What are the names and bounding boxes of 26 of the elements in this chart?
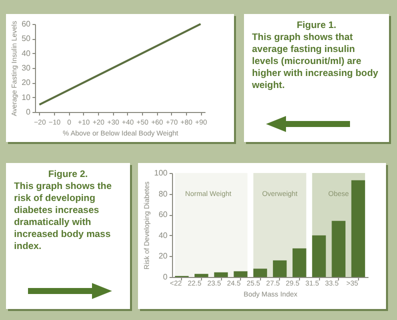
bar (351, 180, 366, 277)
bar (253, 268, 268, 277)
bar (194, 274, 208, 277)
y-tick-label: 0 (26, 108, 32, 116)
y-tick-label: 80 (158, 189, 168, 198)
caption: Figure 1. (296, 20, 338, 32)
bar (312, 235, 326, 277)
y-tick-label: 40 (158, 230, 168, 240)
text: This graph shows the risk of developing diabetes increases dramatically with increased body mass index. (14, 181, 113, 253)
text: This graph shows that average fasting insulin levels (microunit/ml) are higher with increasing body weight. (252, 32, 380, 92)
y-tick-label: 0 (163, 272, 168, 282)
y-tick-label: 30 (22, 64, 32, 72)
y-tick-label: 60 (22, 20, 32, 28)
bar (214, 272, 228, 277)
y-tick-label: 60 (158, 210, 168, 220)
bar (332, 220, 346, 277)
y-tick-label: 20 (22, 78, 32, 88)
y-tick-label: 40 (22, 48, 32, 58)
bar (292, 248, 306, 277)
y-tick-label: 50 (22, 34, 32, 44)
bar (234, 271, 248, 277)
y-tick-label: 100 (154, 168, 168, 178)
y-tick-label: 10 (22, 92, 32, 102)
y-tick-label: 20 (158, 252, 168, 261)
bar (272, 260, 287, 277)
caption: Figure 2. (47, 169, 89, 181)
